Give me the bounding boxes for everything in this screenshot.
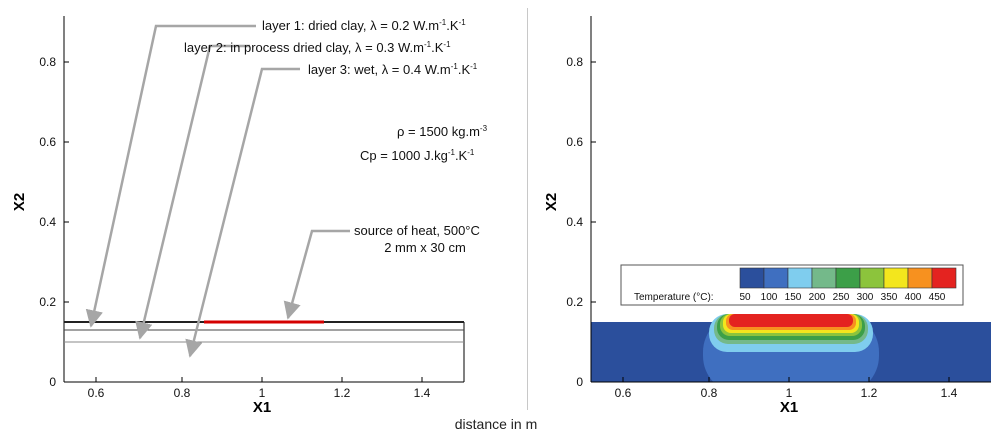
right-x-tick-label: 1: [786, 386, 793, 400]
legend-swatch: [811, 267, 837, 289]
legend-swatch: [859, 267, 885, 289]
left-x-tick-label: 1.4: [414, 386, 431, 400]
right-panel: Temperature (°C): 50 100 150 200 250 300 350 40…: [543, 16, 991, 416]
left-y-tick-label: 0: [49, 375, 56, 389]
legend-level-label: 150: [785, 292, 802, 303]
heat-capacity-label: Cp = 1000 J.kg-1.K-1: [360, 148, 475, 163]
arrow-layer2: [135, 44, 250, 340]
left-x-tick-label: 0.6: [88, 386, 105, 400]
legend-level-label: 250: [833, 292, 850, 303]
layer1-label: layer 1: dried clay, λ = 0.2 W.m-1.K-1: [262, 18, 466, 33]
arrow-heat-source: [283, 229, 350, 320]
right-x-tick-label: 0.8: [701, 386, 718, 400]
right-x-tick-label: 1.4: [941, 386, 958, 400]
left-y-axis-label: X2: [11, 193, 28, 211]
legend-level-label: 350: [881, 292, 898, 303]
left-x-tick-label: 1: [259, 386, 266, 400]
right-x-tick-label: 0.6: [615, 386, 632, 400]
arrow-layer1: [85, 24, 256, 328]
legend-level-label: 200: [809, 292, 826, 303]
legend-swatch: [739, 267, 765, 289]
right-y-tick-label: 0: [576, 375, 583, 389]
legend-level-label: 50: [739, 292, 751, 303]
legend-labels: 50 100 150 200 250 300 350 400 450: [739, 292, 945, 303]
arrow-layer3: [185, 67, 300, 358]
legend-level-label: 450: [929, 292, 946, 303]
layer3-label: layer 3: wet, λ = 0.4 W.m-1.K-1: [308, 62, 478, 77]
caption: distance in m: [454, 416, 538, 432]
legend-title: Temperature (°C):: [634, 292, 714, 303]
legend-level-label: 400: [905, 292, 922, 303]
left-y-tick-label: 0.6: [39, 135, 56, 149]
left-y-tick-label: 0.2: [39, 295, 56, 309]
heat-source-size-label: 2 mm x 30 cm: [384, 240, 466, 255]
layer2-label: layer 2: in process dried clay, λ = 0.3 …: [184, 40, 451, 55]
right-y-tick-label: 0.4: [566, 215, 583, 229]
right-axis-ticks: 0.6 0.8 1 1.2 1.4 0 0.2 0.4 0.6 0.8: [566, 55, 957, 400]
heat-source-label: source of heat, 500°C: [354, 223, 480, 238]
left-x-tick-label: 0.8: [174, 386, 191, 400]
legend-level-label: 100: [761, 292, 778, 303]
right-y-tick-label: 0.2: [566, 295, 583, 309]
left-x-tick-label: 1.2: [334, 386, 351, 400]
left-y-tick-label: 0.4: [39, 215, 56, 229]
legend-swatch: [883, 267, 909, 289]
legend-swatch: [787, 267, 813, 289]
left-panel: layer 1: dried clay, λ = 0.2 W.m-1.K-1 l…: [11, 16, 488, 416]
legend-swatch: [763, 267, 789, 289]
panel-divider: [527, 8, 528, 410]
legend-swatch: [907, 267, 933, 289]
density-label: ρ = 1500 kg.m-3: [397, 124, 488, 139]
right-y-tick-label: 0.8: [566, 55, 583, 69]
legend-level-label: 300: [857, 292, 874, 303]
left-y-tick-label: 0.8: [39, 55, 56, 69]
temperature-field: [591, 314, 991, 382]
left-axis-ticks: 0.6 0.8 1 1.2 1.4 0 0.2 0.4 0.6 0.8: [39, 55, 430, 400]
legend-swatch: [931, 267, 957, 289]
legend-swatches: [739, 267, 957, 289]
temperature-legend: Temperature (°C): 50 100 150 200 250 300 350 40…: [620, 264, 964, 306]
right-x-axis-label: X1: [780, 399, 798, 416]
contour-450: [729, 314, 853, 327]
right-y-tick-label: 0.6: [566, 135, 583, 149]
legend-swatch: [835, 267, 861, 289]
left-x-axis-label: X1: [253, 399, 271, 416]
right-y-axis-label: X2: [543, 193, 560, 211]
right-x-tick-label: 1.2: [861, 386, 878, 400]
